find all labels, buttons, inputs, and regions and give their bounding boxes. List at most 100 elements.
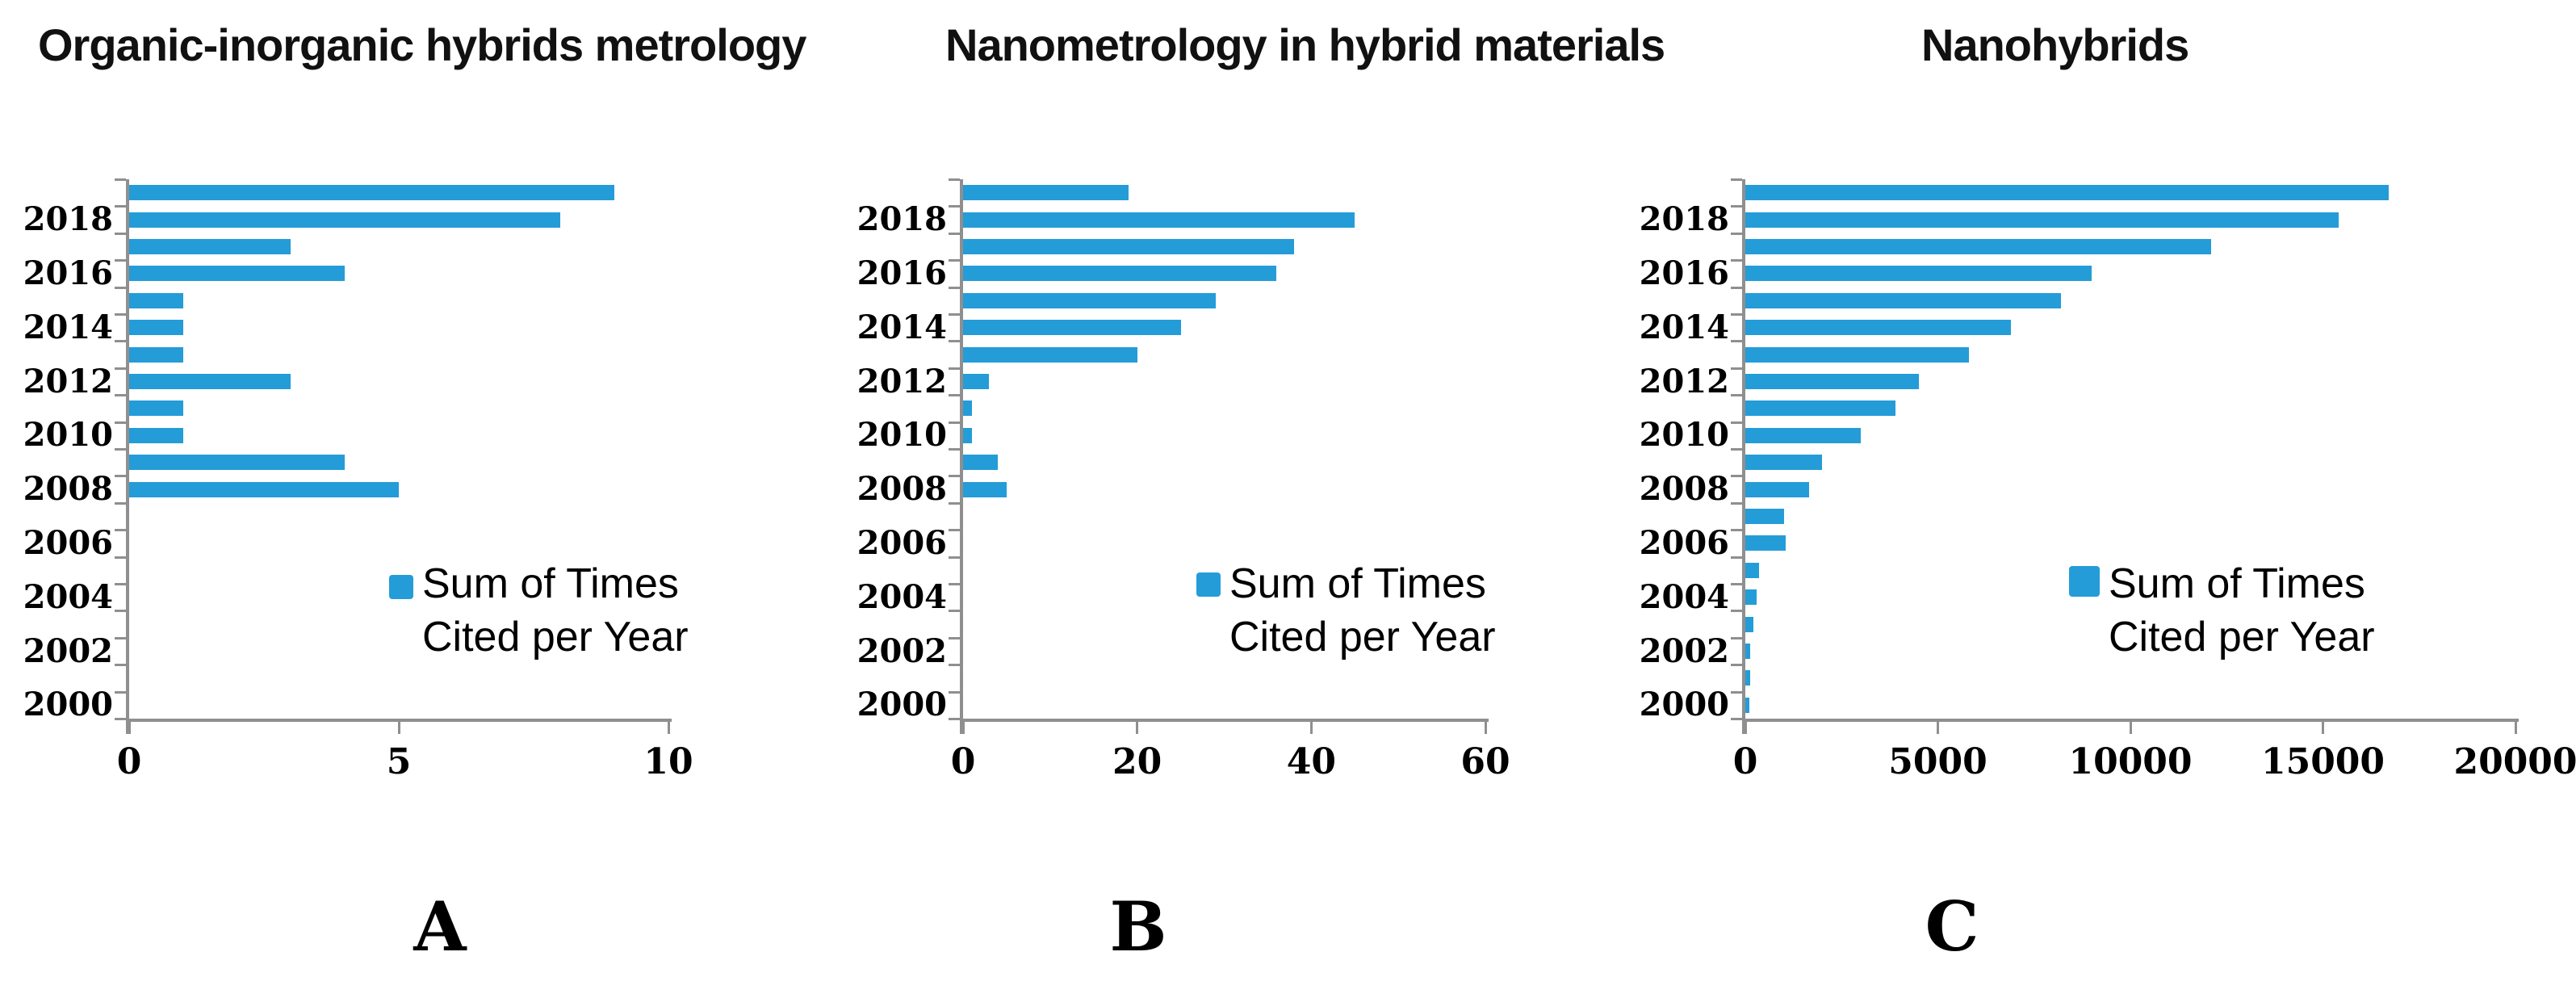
- x-axis-label: 0: [950, 741, 976, 782]
- y-axis-tick: [1731, 664, 1742, 667]
- y-axis-tick: [949, 232, 960, 235]
- y-axis-label: 2000: [1639, 686, 1729, 724]
- y-axis-label: 2018: [23, 200, 113, 239]
- y-axis-tick: [1731, 367, 1742, 370]
- bar-2016: [963, 266, 1277, 282]
- y-axis-tick: [115, 529, 126, 532]
- y-axis-tick: [1731, 448, 1742, 451]
- bar-2018: [963, 212, 1355, 228]
- bar-2014: [129, 320, 183, 336]
- bar-2017: [963, 239, 1294, 254]
- x-axis-tick: [2322, 722, 2324, 734]
- bar-2007: [1745, 509, 1784, 524]
- x-axis-label: 10000: [2068, 741, 2193, 782]
- y-axis-tick: [949, 259, 960, 262]
- bar-2018: [1745, 212, 2339, 228]
- y-axis-tick: [115, 421, 126, 424]
- y-axis-label: 2002: [23, 631, 113, 670]
- bar-2010: [1745, 427, 1862, 443]
- y-axis-tick: [1731, 232, 1742, 235]
- y-axis-line: [126, 179, 129, 734]
- bar-2011: [963, 400, 972, 417]
- y-axis-tick: [949, 529, 960, 532]
- bar-2016: [1745, 266, 2092, 282]
- y-axis-tick: [949, 501, 960, 505]
- x-axis-label: 0: [1732, 741, 1758, 782]
- y-axis-tick: [115, 205, 126, 208]
- y-axis-label: 2008: [1639, 470, 1729, 509]
- x-axis-label: 20: [1112, 741, 1162, 782]
- y-axis-tick: [115, 232, 126, 235]
- y-axis-tick: [1731, 583, 1742, 585]
- bar-2008: [1745, 481, 1809, 497]
- y-axis-tick: [1731, 556, 1742, 559]
- legend-label-line2: Cited per Year: [1229, 614, 1496, 660]
- y-axis-tick: [949, 394, 960, 397]
- x-axis-label: 0: [116, 741, 142, 782]
- x-axis-line: [126, 719, 672, 722]
- y-axis-label: 2018: [857, 200, 947, 239]
- x-axis-label: 20000: [2453, 741, 2576, 782]
- y-axis-tick: [115, 178, 126, 181]
- y-axis-tick: [115, 583, 126, 585]
- bar-2003: [1745, 616, 1753, 632]
- bar-2000: [1745, 697, 1749, 713]
- legend-label-line2: Cited per Year: [422, 614, 689, 660]
- y-axis-tick: [1731, 636, 1742, 639]
- x-axis-tick: [1309, 722, 1313, 734]
- y-axis-label: 2014: [857, 308, 947, 346]
- y-axis-tick: [949, 421, 960, 424]
- y-axis-tick: [115, 718, 126, 720]
- legend-label-line1: Sum of Times: [422, 560, 679, 607]
- y-axis-tick: [949, 367, 960, 370]
- x-axis-tick: [1744, 722, 1747, 734]
- x-axis-label: 5000: [1888, 741, 1987, 782]
- bar-2013: [963, 346, 1137, 363]
- y-axis-tick: [115, 394, 126, 397]
- y-axis-label: 2004: [857, 577, 947, 616]
- bar-2009: [129, 455, 346, 471]
- y-axis-tick: [115, 664, 126, 667]
- bar-2016: [129, 266, 346, 282]
- legend-label-line2: Cited per Year: [2109, 614, 2375, 660]
- y-axis-tick: [1731, 178, 1742, 181]
- y-axis-label: 2008: [857, 470, 947, 509]
- panel-letter-b: B: [1109, 887, 1167, 967]
- y-axis-label: 2016: [857, 254, 947, 292]
- bar-2014: [1745, 320, 2012, 336]
- y-axis-tick: [949, 313, 960, 316]
- y-axis-label: 2004: [1639, 577, 1729, 616]
- legend-label-line1: Sum of Times: [1229, 560, 1486, 607]
- y-axis-tick: [115, 636, 126, 639]
- bar-2013: [129, 346, 183, 363]
- bar-2012: [963, 374, 990, 389]
- x-axis-label: 5: [386, 741, 412, 782]
- legend-label-line1: Sum of Times: [2109, 560, 2365, 607]
- bar-2015: [963, 292, 1216, 308]
- y-axis-label: 2000: [23, 686, 113, 724]
- bar-2012: [1745, 374, 1919, 389]
- x-axis-tick: [1484, 722, 1487, 734]
- y-axis-label: 2006: [23, 523, 113, 562]
- y-axis-label: 2012: [1639, 362, 1729, 400]
- x-axis-tick: [2129, 722, 2132, 734]
- x-axis-tick: [1136, 722, 1139, 734]
- y-axis-tick: [1731, 501, 1742, 505]
- bar-2004: [1745, 589, 1757, 606]
- y-axis-label: 2004: [23, 577, 113, 616]
- y-axis-label: 2010: [1639, 416, 1729, 455]
- y-axis-line: [960, 179, 963, 734]
- y-axis-tick: [949, 718, 960, 720]
- y-axis-tick: [949, 690, 960, 694]
- y-axis-tick: [115, 556, 126, 559]
- y-axis-label: 2002: [1639, 631, 1729, 670]
- bar-2017: [1745, 239, 2212, 254]
- x-axis-tick: [128, 722, 131, 734]
- bar-2019: [963, 185, 1129, 201]
- bar-2011: [1745, 400, 1896, 417]
- y-axis-label: 2014: [1639, 308, 1729, 346]
- y-axis-tick: [1731, 259, 1742, 262]
- y-axis-tick: [1731, 690, 1742, 694]
- x-axis-label: 40: [1286, 741, 1336, 782]
